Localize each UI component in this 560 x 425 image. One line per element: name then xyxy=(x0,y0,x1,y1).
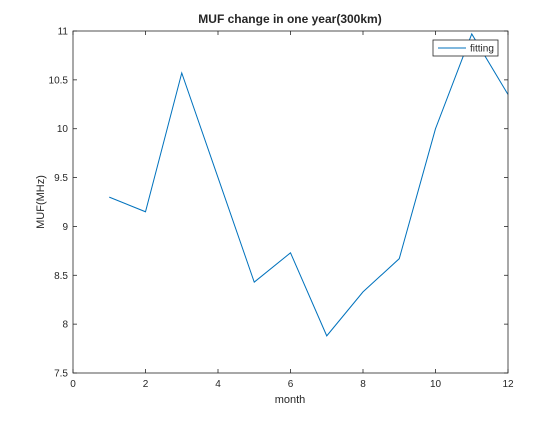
series-layer xyxy=(109,32,509,337)
plot-area-background xyxy=(73,31,508,373)
x-tick-label: 6 xyxy=(288,379,294,390)
y-tick-label: 8 xyxy=(62,320,68,331)
x-tick-label: 2 xyxy=(143,379,149,390)
x-tick-label: 12 xyxy=(502,379,514,390)
x-axis-ticks: 0 2 4 6 8 10 12 xyxy=(70,31,514,390)
y-axis-ticks: 7.5 8 8.5 9 9.5 10 10.5 11 xyxy=(49,27,508,380)
x-tick-label: 8 xyxy=(360,379,366,390)
x-tick-label: 10 xyxy=(430,379,442,390)
y-tick-label: 8.5 xyxy=(54,271,68,282)
series-line-fitting xyxy=(109,32,509,337)
y-tick-label: 9 xyxy=(62,222,68,233)
y-tick-label: 11 xyxy=(58,27,69,38)
x-axis-label: month xyxy=(275,394,306,406)
y-axis-label: MUF(MHz) xyxy=(35,175,47,229)
x-tick-label: 4 xyxy=(215,379,221,390)
y-tick-label: 7.5 xyxy=(54,369,68,380)
y-tick-label: 10.5 xyxy=(49,75,69,86)
y-tick-label: 9.5 xyxy=(54,173,68,184)
x-tick-label: 0 xyxy=(70,379,76,390)
legend-entry-fitting: fitting xyxy=(470,44,494,55)
chart-title: MUF change in one year(300km) xyxy=(198,12,381,26)
legend: fitting xyxy=(432,39,499,57)
y-tick-label: 10 xyxy=(57,124,69,135)
